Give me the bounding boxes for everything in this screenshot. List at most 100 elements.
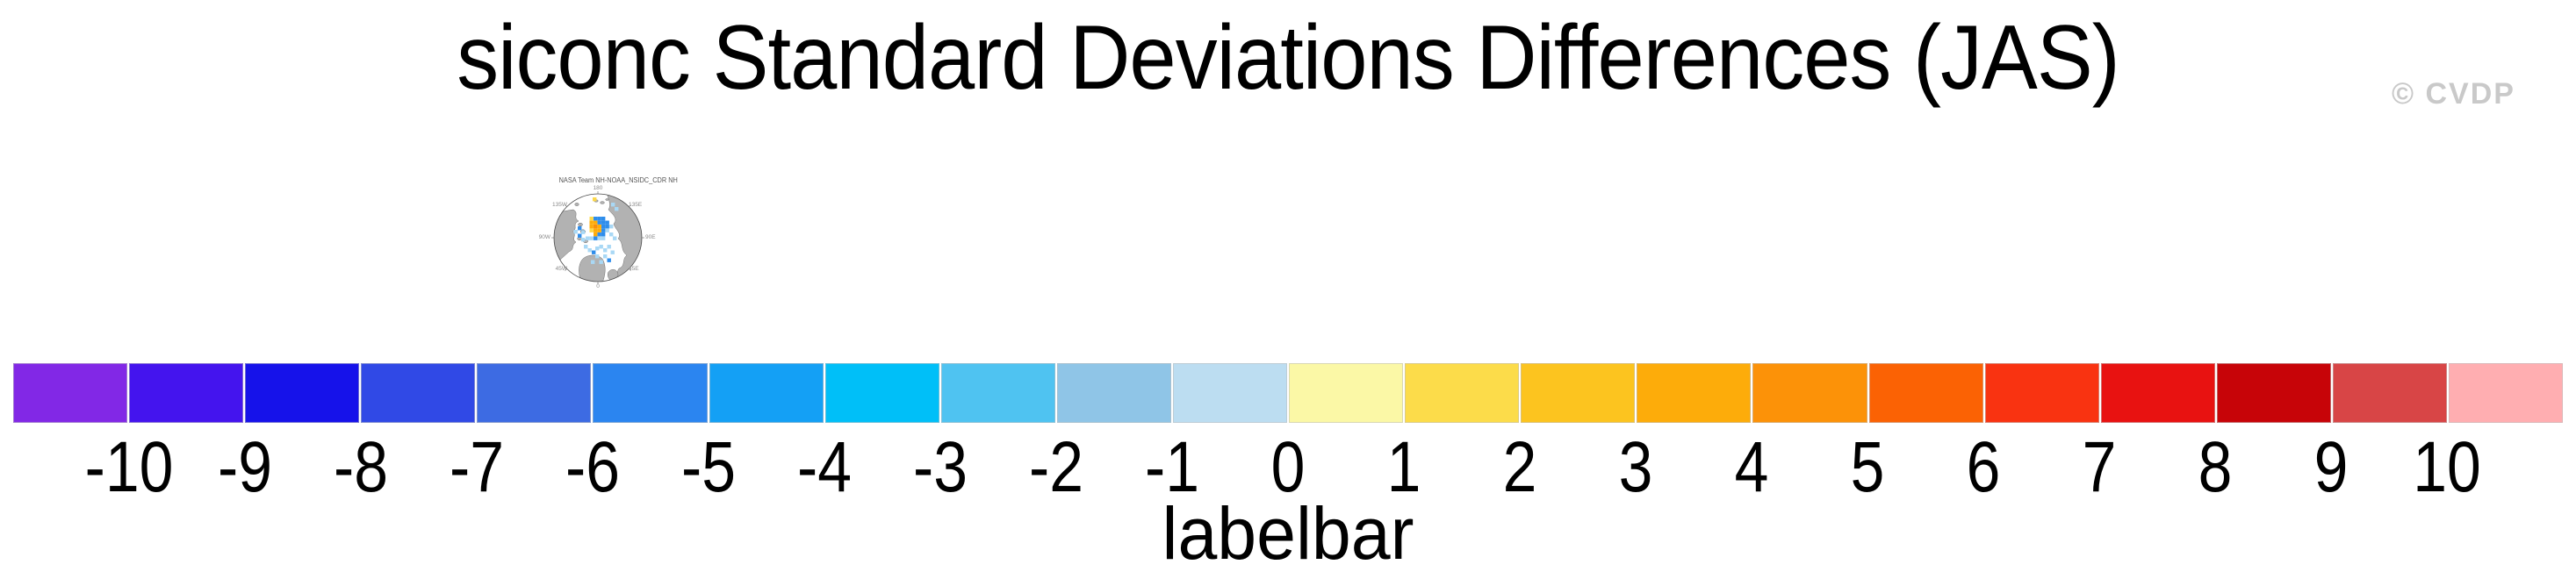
colorbar-tick-label: -2 bbox=[1029, 427, 1083, 507]
colorbar-segment bbox=[1868, 363, 1983, 423]
map-cell bbox=[605, 228, 609, 232]
map-cell bbox=[589, 220, 594, 225]
map-cell bbox=[597, 217, 601, 221]
colorbar-segment bbox=[1172, 363, 1288, 423]
colorbar-tick-label: -10 bbox=[84, 427, 174, 507]
map-cell bbox=[597, 225, 601, 229]
colorbar-tick-label: 8 bbox=[2198, 427, 2233, 507]
colorbar-tick-label: 0 bbox=[1270, 427, 1306, 507]
inset-map-title: NASA Team NH-NOAA_NSIDC_CDR NH bbox=[558, 176, 678, 184]
map-cell bbox=[597, 228, 601, 232]
colorbar-tick-label: -8 bbox=[334, 427, 388, 507]
map-cell bbox=[601, 225, 606, 229]
colorbar-tick-label: 2 bbox=[1502, 427, 1537, 507]
map-cell bbox=[603, 254, 608, 259]
colorbar-segment bbox=[129, 363, 244, 423]
colorbar-segment bbox=[13, 363, 128, 423]
colorbar-tick-label: 7 bbox=[2082, 427, 2117, 507]
colorbar-segment bbox=[1521, 363, 1636, 423]
labelbar: -10 -9 -8 -7 -6 -5 -4 -3 -2 -1 0 1 2 3 4 5 6 7 8 9 10 bbox=[13, 363, 2564, 504]
map-ring-label-135w: 135W bbox=[552, 202, 567, 208]
colorbar-segment bbox=[940, 363, 1055, 423]
map-cell bbox=[605, 225, 609, 229]
colorbar-tick-label: -9 bbox=[218, 427, 272, 507]
map-cell bbox=[607, 258, 611, 262]
colorbar-tick-label: 4 bbox=[1734, 427, 1769, 507]
colorbar-tick-label: -5 bbox=[681, 427, 736, 507]
page-title: siconc Standard Deviations Differences (… bbox=[457, 7, 2119, 109]
colorbar-tick-label: 10 bbox=[2413, 427, 2481, 507]
map-ring-label-90w: 90W bbox=[538, 234, 550, 240]
map-cell bbox=[594, 217, 598, 221]
map-cell bbox=[591, 260, 595, 264]
labelbar-colorbar bbox=[13, 363, 2564, 423]
map-cell bbox=[601, 228, 606, 232]
colorbar-tick-label: 3 bbox=[1618, 427, 1653, 507]
map-cell bbox=[607, 245, 611, 249]
colorbar-tick-label: 9 bbox=[2313, 427, 2349, 507]
colorbar-tick-label: 1 bbox=[1386, 427, 1421, 507]
map-cell bbox=[601, 220, 606, 225]
map-cell bbox=[595, 254, 600, 259]
colorbar-segment bbox=[1637, 363, 1752, 423]
colorbar-segment bbox=[2332, 363, 2447, 423]
map-cell bbox=[578, 233, 582, 238]
map-cell bbox=[581, 238, 586, 242]
colorbar-segment bbox=[2216, 363, 2331, 423]
map-ring-label-45e: 45E bbox=[629, 266, 639, 272]
colorbar-segment bbox=[709, 363, 824, 423]
colorbar-segment bbox=[2100, 363, 2215, 423]
map-cell bbox=[589, 217, 594, 221]
map-cell bbox=[599, 245, 603, 249]
colorbar-tick-label: 5 bbox=[1850, 427, 1885, 507]
map-cell bbox=[595, 247, 600, 251]
map-ring-label-135e: 135E bbox=[629, 202, 643, 208]
labelbar-ticks: -10 -9 -8 -7 -6 -5 -4 -3 -2 -1 0 1 2 3 4 5 6 7 8 9 10 bbox=[13, 432, 2563, 504]
map-cell bbox=[610, 250, 615, 254]
map-cell bbox=[615, 207, 619, 211]
map-cell bbox=[609, 232, 614, 237]
colorbar-tick-label: -3 bbox=[913, 427, 968, 507]
polar-map-thumbnail bbox=[551, 191, 644, 284]
map-cell bbox=[584, 245, 588, 249]
map-cell bbox=[573, 230, 578, 234]
colorbar-segment bbox=[1289, 363, 1404, 423]
map-cell bbox=[592, 250, 596, 254]
map-cell bbox=[589, 228, 594, 232]
map-cell bbox=[605, 220, 609, 225]
colorbar-segment bbox=[1056, 363, 1171, 423]
map-cell bbox=[594, 228, 598, 232]
map-cell bbox=[589, 236, 594, 240]
map-cell bbox=[578, 226, 582, 231]
map-cell bbox=[597, 220, 601, 225]
map-cell bbox=[599, 260, 603, 264]
colorbar-segment bbox=[1405, 363, 1520, 423]
map-cell bbox=[597, 232, 601, 237]
colorbar-tick-label: -6 bbox=[565, 427, 620, 507]
colorbar-segment bbox=[593, 363, 708, 423]
colorbar-segment bbox=[477, 363, 592, 423]
map-cell bbox=[586, 236, 590, 240]
map-cell bbox=[594, 220, 598, 225]
cvdp-watermark: © CVDP bbox=[2392, 77, 2515, 111]
map-cell bbox=[601, 236, 606, 240]
map-cell bbox=[594, 232, 598, 237]
map-data-cells bbox=[573, 197, 619, 264]
map-ring-label-0: 0 bbox=[596, 283, 600, 289]
map-cell bbox=[613, 236, 617, 240]
map-cell bbox=[581, 230, 586, 234]
colorbar-segment bbox=[824, 363, 939, 423]
map-ring-label-90e: 90E bbox=[645, 234, 656, 240]
labelbar-caption: labelbar bbox=[1162, 492, 1414, 575]
colorbar-segment bbox=[2448, 363, 2564, 423]
map-cell bbox=[594, 225, 598, 229]
colorbar-tick-label: 6 bbox=[1966, 427, 2001, 507]
map-cell bbox=[593, 197, 597, 202]
colorbar-segment bbox=[1752, 363, 1867, 423]
colorbar-segment bbox=[245, 363, 360, 423]
colorbar-tick-label: -1 bbox=[1145, 427, 1199, 507]
map-rim-ticks bbox=[551, 191, 644, 284]
map-cell bbox=[611, 203, 615, 207]
colorbar-segment bbox=[361, 363, 476, 423]
